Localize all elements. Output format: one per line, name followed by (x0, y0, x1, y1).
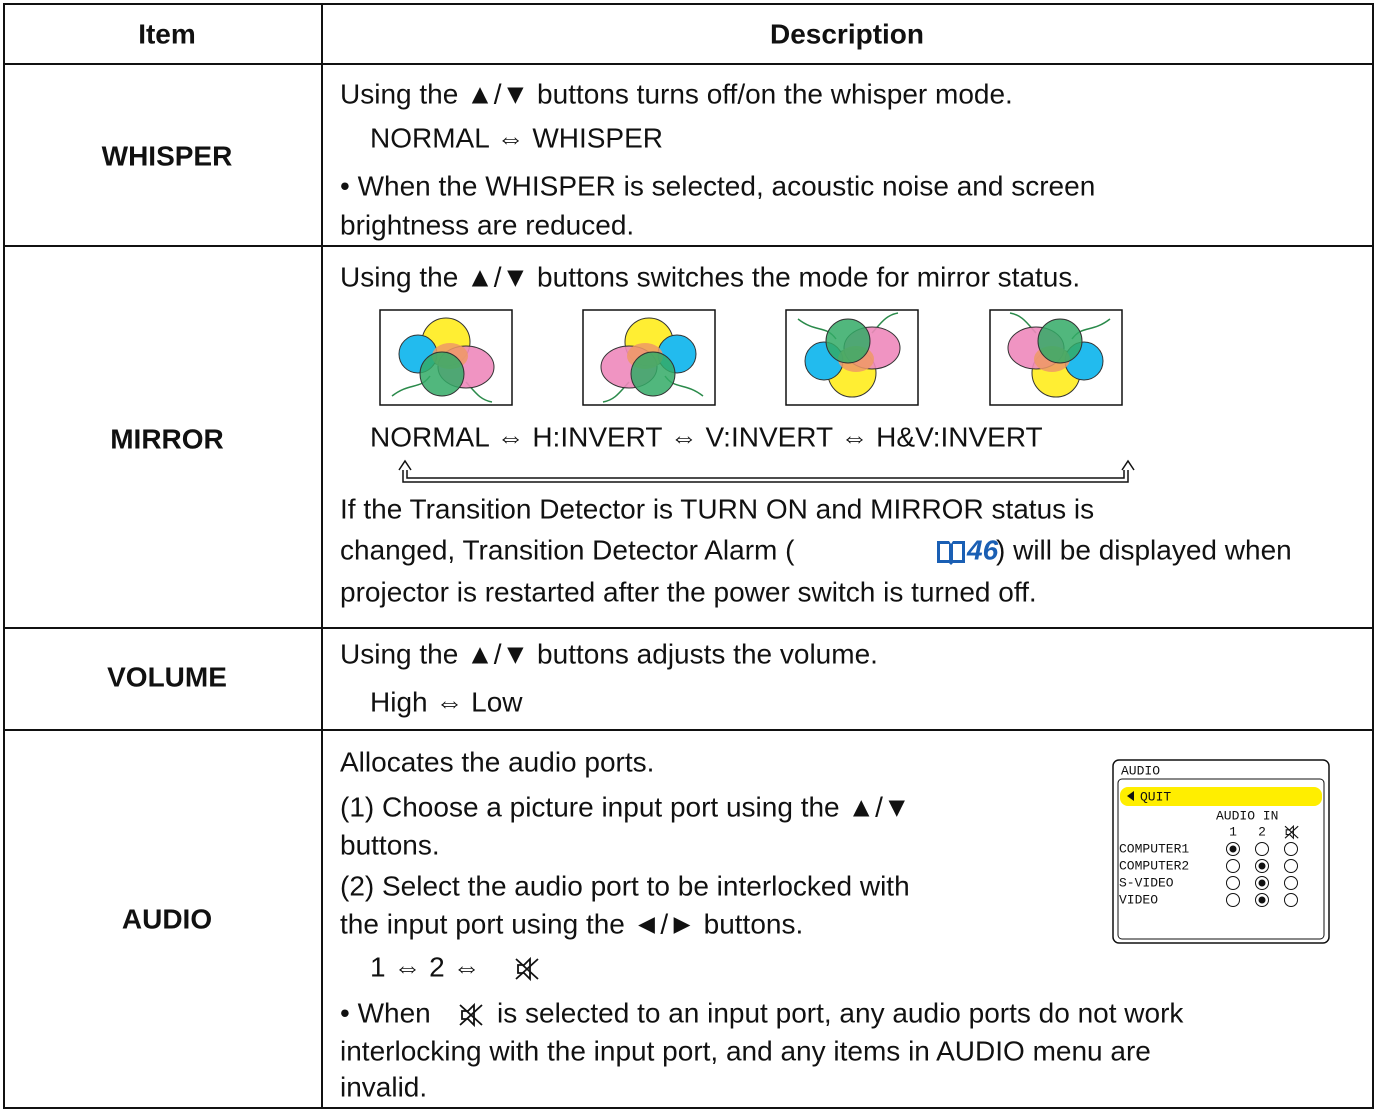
radio (1284, 893, 1298, 907)
menu-inner-frame (1117, 778, 1325, 940)
radio (1284, 859, 1298, 873)
table-border (3, 3, 1374, 1109)
menu-row: COMPUTER2 (1119, 858, 1189, 873)
cycle-arrow (398, 459, 1135, 483)
description-line: the input port using the ◄/► buttons. (340, 908, 803, 939)
menu-row: COMPUTER1 (1119, 841, 1189, 856)
figure-frame (785, 309, 919, 406)
menu-column-header: AUDIO IN (1216, 808, 1278, 823)
radio (1284, 842, 1298, 856)
description-line: Using the ▲/▼ buttons adjusts the volume… (340, 638, 878, 669)
menu-row: S-VIDEO (1119, 875, 1174, 890)
menu-port: 2 (1258, 824, 1266, 839)
radio-dot (1258, 862, 1266, 870)
figure-frame (379, 309, 513, 406)
radio-dot (1229, 845, 1237, 853)
header-cell: Item (138, 18, 196, 49)
description-line: If the Transition Detector is TURN ON an… (340, 493, 1094, 524)
figure-hv-invert (1007, 312, 1111, 398)
item-cell: WHISPER (102, 140, 233, 171)
description-line: ) will be displayed when (996, 534, 1292, 565)
book-icon (937, 541, 965, 565)
description-line: 1 ⇔ 2 ⇔ (370, 951, 480, 982)
figure-frame (582, 309, 716, 406)
description-line: is selected to an input port, any audio … (497, 997, 1184, 1028)
menu-port: 1 (1229, 824, 1237, 839)
radio (1226, 893, 1240, 907)
description-line: brightness are reduced. (340, 209, 634, 240)
item-cell: AUDIO (122, 903, 212, 934)
quit-bar (1120, 787, 1322, 806)
radio (1226, 859, 1240, 873)
description-line: • When the WHISPER is selected, acoustic… (340, 170, 1095, 201)
description-line: (1) Choose a picture input port using th… (340, 791, 911, 822)
description-line: interlocking with the input port, and an… (340, 1035, 1151, 1066)
description-line: (2) Select the audio port to be interloc… (340, 870, 910, 901)
description-line: • When (340, 997, 431, 1028)
mirror-figures (379, 309, 1123, 406)
description-line: NORMAL ⇔ H:INVERT ⇔ V:INVERT ⇔ H&V:INVER… (370, 421, 1043, 452)
item-cell: MIRROR (110, 423, 224, 454)
radio (1284, 876, 1298, 890)
quit-arrow (1127, 791, 1134, 801)
figure-v-invert (797, 312, 901, 398)
description-line: projector is restarted after the power s… (340, 576, 1037, 607)
description-line: Using the ▲/▼ buttons turns off/on the w… (340, 78, 1013, 109)
item-cell: VOLUME (107, 661, 227, 692)
menu-quit: QUIT (1140, 789, 1171, 804)
radio (1255, 842, 1269, 856)
menu-row: VIDEO (1119, 892, 1158, 907)
description-line: invalid. (340, 1071, 427, 1102)
radio-grid (1226, 842, 1298, 907)
description-line: High ⇔ Low (370, 686, 523, 717)
figure-frame (989, 309, 1123, 406)
description-line: buttons. (340, 829, 440, 860)
radio (1226, 876, 1240, 890)
figure-h-invert (600, 317, 704, 403)
header-cell: Description (770, 18, 924, 49)
figure-normal (391, 317, 495, 403)
radio-selected (1229, 845, 1266, 904)
radio-dot (1258, 879, 1266, 887)
mute-icon (515, 958, 539, 980)
description-line: Allocates the audio ports. (340, 746, 654, 777)
mute-icon (459, 1004, 483, 1026)
audio-menu: AUDIO QUIT AUDIO IN 1 2 COMPUTER1 COMPUT… (1112, 759, 1330, 944)
page-reference: 46 (966, 534, 999, 565)
menu-title: AUDIO (1121, 763, 1160, 778)
description-line: changed, Transition Detector Alarm ( (340, 534, 795, 565)
description-line: Using the ▲/▼ buttons switches the mode … (340, 261, 1080, 292)
radio-dot (1258, 896, 1266, 904)
description-line: NORMAL ⇔ WHISPER (370, 122, 663, 153)
